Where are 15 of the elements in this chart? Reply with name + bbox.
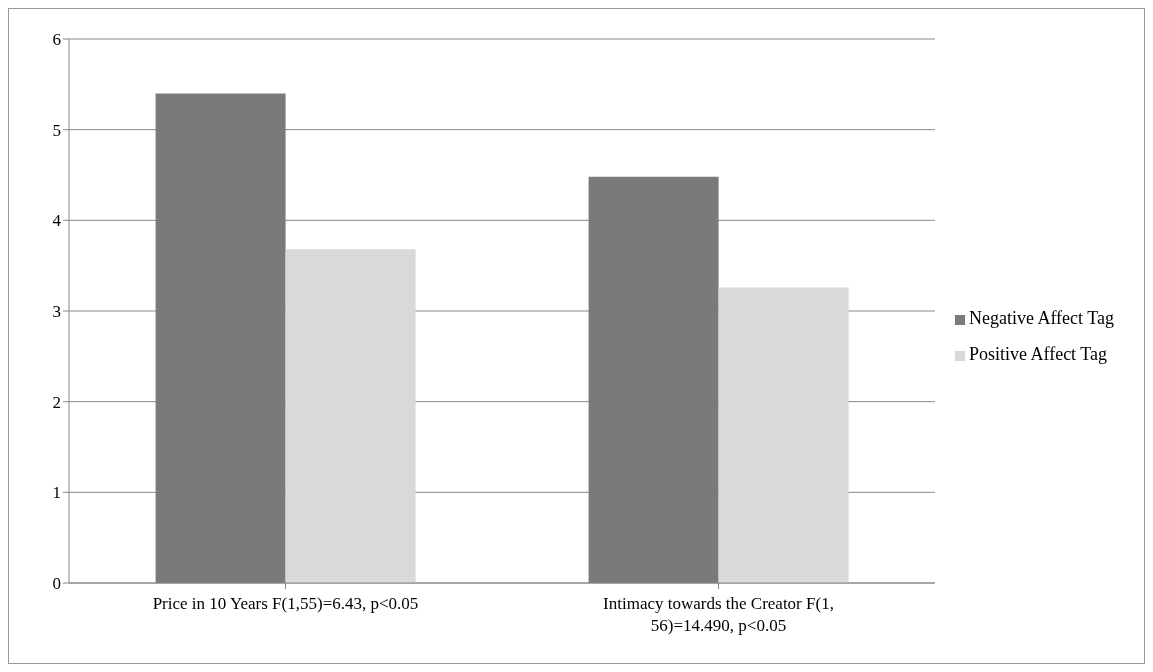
y-tick-label: 3 (52, 302, 61, 322)
y-tick-label: 6 (52, 30, 61, 50)
x-tick-label: Price in 10 Years F(1,55)=6.43, p<0.05 (152, 594, 419, 614)
bar (285, 249, 416, 583)
legend-label: Positive Affect Tag (968, 344, 1108, 364)
legend-label: Negative Affect Tag (968, 308, 1114, 328)
bar (718, 287, 849, 583)
x-tick-label: Intimacy towards the Creator F(1, 56)=14.490, p<0.05 (603, 594, 834, 636)
y-tick-label: 1 (52, 483, 61, 503)
y-tick-label: 5 (52, 120, 61, 140)
y-tick-label: 0 (52, 574, 61, 594)
y-tick-label: 4 (52, 211, 62, 231)
bar (155, 93, 286, 583)
bar (588, 176, 719, 583)
y-tick-label: 2 (52, 392, 61, 412)
